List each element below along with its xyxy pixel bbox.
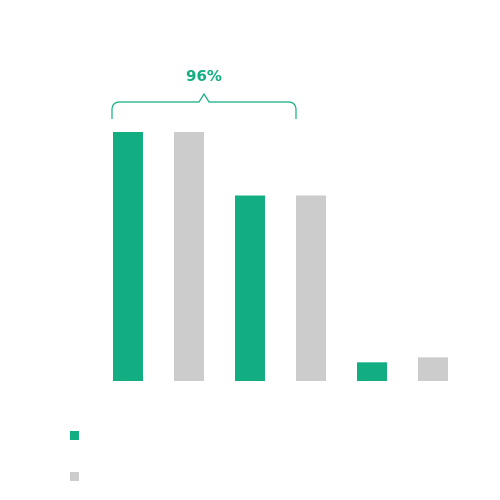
bar-series-2-category-1	[174, 132, 204, 381]
legend-swatch-series-2	[70, 471, 79, 481]
bar-series-1-category-1	[113, 132, 143, 381]
bracket-line	[111, 92, 297, 119]
legend-item-series-1	[70, 425, 87, 445]
legend-swatch-series-1	[70, 430, 79, 440]
bar-series-1-category-3	[357, 362, 387, 381]
bar-series-1-category-2	[235, 195, 265, 381]
bars-group	[113, 132, 448, 381]
bar-series-2-category-2	[296, 195, 326, 381]
bracket-label: 96%	[186, 67, 222, 85]
bracket-annotation: 96%	[111, 67, 297, 119]
legend	[70, 425, 87, 500]
legend-item-series-2	[70, 466, 87, 486]
bar-series-2-category-3	[418, 357, 448, 381]
